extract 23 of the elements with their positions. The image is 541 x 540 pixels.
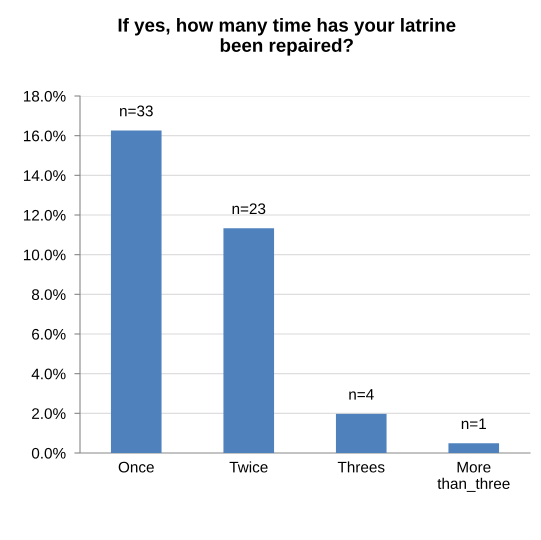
x-tick-label: Threes xyxy=(338,461,384,473)
y-tick-label: 18.0% xyxy=(24,90,66,102)
annotation: n=4 xyxy=(349,389,374,400)
y-tick-label: 2.0% xyxy=(32,408,66,420)
y-tick-label: 16.0% xyxy=(24,130,66,142)
y-tick-label: 0.0% xyxy=(32,448,66,459)
annotation: n=23 xyxy=(232,203,266,214)
bar xyxy=(223,228,274,453)
y-tick-label: 6.0% xyxy=(32,328,66,340)
bar xyxy=(110,130,162,453)
annotation: n=1 xyxy=(462,418,486,429)
x-tick-label: Once xyxy=(118,462,154,473)
bar xyxy=(336,414,387,453)
x-tick-label: Twice xyxy=(230,461,268,473)
y-tick-label: 4.0% xyxy=(32,368,66,380)
bar xyxy=(448,443,500,453)
y-tick-label: 10.0% xyxy=(24,250,66,260)
y-tick-label: 14.0% xyxy=(24,170,66,182)
y-tick-label: 12.0% xyxy=(24,210,66,221)
x-tick-label: More than_three xyxy=(437,462,510,492)
annotation: n=33 xyxy=(120,106,153,116)
y-tick-label: 8.0% xyxy=(32,289,66,300)
chart-title: If yes, how many time has your latrine been repaired? xyxy=(118,18,456,56)
